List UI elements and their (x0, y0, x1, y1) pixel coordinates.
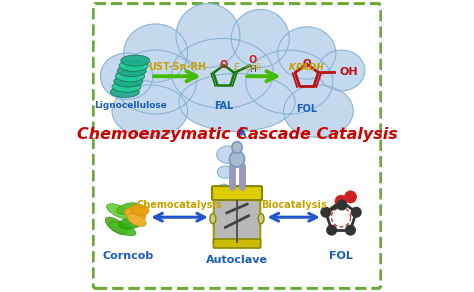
Ellipse shape (217, 146, 240, 164)
Text: Autoclave: Autoclave (206, 255, 268, 265)
Ellipse shape (119, 60, 148, 71)
Ellipse shape (217, 166, 234, 178)
Ellipse shape (112, 81, 141, 92)
Ellipse shape (128, 214, 146, 226)
Ellipse shape (121, 55, 150, 66)
Ellipse shape (176, 4, 240, 67)
Ellipse shape (105, 217, 128, 235)
Text: O: O (249, 55, 257, 65)
Text: O: O (302, 59, 311, 69)
Circle shape (345, 225, 356, 236)
Ellipse shape (283, 85, 353, 137)
Text: FOL: FOL (329, 251, 353, 261)
Circle shape (335, 195, 347, 208)
Text: UST-Sn-RH: UST-Sn-RH (148, 62, 207, 72)
Text: Corncob: Corncob (102, 251, 154, 261)
Text: E. coli: E. coli (234, 62, 264, 72)
Ellipse shape (118, 217, 143, 229)
Circle shape (326, 225, 337, 236)
Ellipse shape (109, 222, 136, 236)
Text: Chemoenzymatic Cascade Catalysis: Chemoenzymatic Cascade Catalysis (77, 127, 397, 142)
Ellipse shape (130, 204, 149, 215)
Circle shape (320, 207, 331, 218)
Ellipse shape (219, 184, 229, 192)
Ellipse shape (125, 208, 146, 221)
Text: FAL: FAL (214, 101, 234, 111)
FancyBboxPatch shape (213, 239, 261, 248)
Circle shape (351, 207, 362, 218)
Text: H: H (249, 65, 256, 74)
Ellipse shape (107, 204, 132, 219)
Ellipse shape (232, 142, 242, 153)
Text: Lignocellulose: Lignocellulose (94, 101, 167, 110)
Ellipse shape (229, 151, 245, 167)
Ellipse shape (115, 50, 196, 114)
Text: OH: OH (339, 67, 358, 77)
Ellipse shape (117, 65, 146, 77)
Ellipse shape (179, 73, 295, 131)
Ellipse shape (110, 86, 139, 98)
Ellipse shape (278, 27, 336, 79)
Ellipse shape (116, 71, 145, 82)
Text: Chemocatalysis: Chemocatalysis (137, 200, 223, 210)
Text: FOL: FOL (296, 104, 317, 114)
Circle shape (336, 199, 347, 211)
FancyBboxPatch shape (214, 195, 260, 245)
Ellipse shape (246, 50, 333, 114)
Ellipse shape (210, 213, 216, 224)
Circle shape (344, 190, 357, 203)
FancyBboxPatch shape (93, 4, 381, 288)
FancyBboxPatch shape (212, 186, 262, 200)
Ellipse shape (124, 24, 188, 82)
Ellipse shape (319, 50, 365, 91)
Ellipse shape (172, 39, 273, 108)
Ellipse shape (100, 53, 153, 100)
Text: KPADH: KPADH (264, 62, 323, 72)
Ellipse shape (117, 203, 139, 214)
Ellipse shape (112, 85, 188, 137)
Ellipse shape (114, 76, 143, 87)
Ellipse shape (258, 213, 264, 224)
Text: O: O (220, 60, 228, 70)
Ellipse shape (231, 9, 289, 67)
Text: Biocatalysis: Biocatalysis (261, 200, 327, 210)
